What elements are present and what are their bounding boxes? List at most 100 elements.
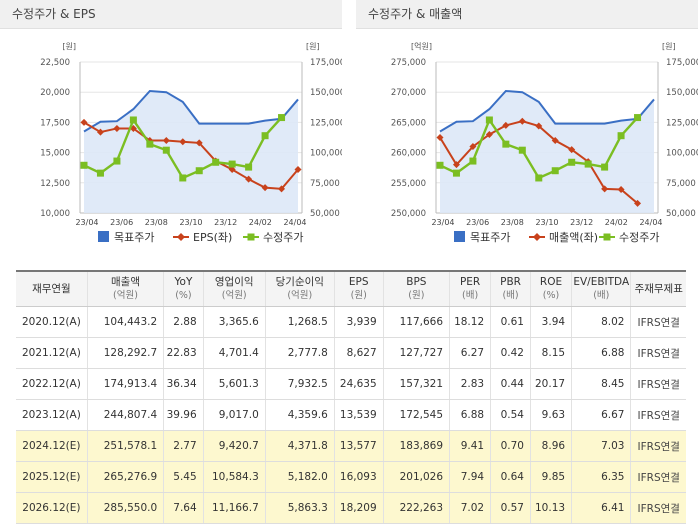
table-cell: IFRS연결 (630, 430, 686, 462)
x-tick-label: 23/12 (570, 218, 593, 227)
left-series-point (278, 185, 286, 193)
column-header-label: 재무연월 (32, 282, 71, 295)
x-tick-label: 23/12 (214, 218, 237, 227)
table-cell: 0.44 (490, 368, 531, 400)
left-series-point (518, 117, 526, 125)
column-header-unit: (%) (175, 290, 192, 301)
table-cell: 2020.12(A) (16, 306, 88, 338)
price-point (261, 132, 269, 140)
table-cell: 3,365.6 (202, 306, 266, 338)
x-tick-label: 23/06 (110, 218, 133, 227)
x-tick-label: 24/02 (605, 218, 628, 227)
table-cell: 5.45 (163, 461, 204, 493)
legend-swatch-target (454, 231, 465, 242)
column-header-label: 당기순이익 (275, 276, 324, 288)
table-cell: 183,869 (382, 430, 450, 462)
chart-title: 수정주가 & 매출액 (356, 0, 698, 29)
legend-swatch-target (98, 231, 109, 242)
table-cell: 18,209 (333, 492, 384, 524)
chart-eps: [원] [원] 22,500 20,000 17,500 15,000 12,500 10,0… (40, 42, 342, 244)
table-cell: 2025.12(E) (16, 461, 88, 493)
legend-label: 목표주가 (470, 231, 510, 244)
table-cell: 2026.12(E) (16, 492, 88, 524)
target-price-area (84, 90, 298, 213)
right-tick-label: 75,000 (310, 179, 340, 189)
price-point (568, 158, 576, 166)
table-cell: 0.57 (490, 492, 531, 524)
price-point (195, 167, 203, 175)
column-header: PER (배) (449, 270, 491, 307)
column-header-unit: (억원) (221, 290, 247, 301)
table-cell: 201,026 (382, 461, 450, 493)
table-cell: 128,292.7 (86, 337, 164, 369)
table-cell: 13,577 (333, 430, 384, 462)
table-cell: 2.88 (163, 306, 204, 338)
column-header-unit: (%) (542, 290, 560, 301)
table-cell: 251,578.1 (86, 430, 164, 462)
target-price-area (440, 90, 654, 213)
table-cell: 24,635 (333, 368, 384, 400)
table-cell: 8.45 (571, 368, 631, 400)
table-cell: 9,017.0 (202, 399, 266, 431)
column-header: EV/EBITDA (배) (571, 270, 631, 307)
legend-label: 목표주가 (114, 231, 154, 244)
table-row: 2021.12(A) 128,292.7 22.83 4,701.4 2,777.8 8,… (16, 337, 686, 369)
price-point (584, 160, 592, 168)
right-axis-unit: [원] (306, 42, 320, 51)
target-price-line (83, 89, 299, 133)
column-header: 당기순이익 (억원) (264, 270, 335, 307)
left-tick-label: 20,000 (40, 88, 70, 98)
price-point (617, 132, 625, 140)
table-cell: 172,545 (382, 399, 450, 431)
table-cell: 174,913.4 (86, 368, 164, 400)
table-cell: 8.15 (529, 337, 572, 369)
legend-marker-left (533, 233, 541, 241)
table-cell: 4,701.4 (202, 337, 266, 369)
left-series-point (228, 166, 236, 174)
column-header-label: ROE (539, 276, 563, 288)
right-tick-label: 175,000 (310, 58, 342, 68)
price-point (228, 160, 236, 168)
column-header: PBR (배) (490, 270, 531, 307)
target-price-line (439, 89, 655, 133)
table-cell: 5,863.3 (264, 492, 335, 524)
column-header-unit: (배) (593, 290, 610, 301)
table-cell: 39.96 (163, 399, 204, 431)
x-tick-label: 23/08 (145, 218, 168, 227)
left-tick-label: 275,000 (391, 58, 426, 68)
table-cell: 5,601.3 (202, 368, 266, 400)
table-cell: 222,263 (382, 492, 450, 524)
table-cell: 6.35 (571, 461, 631, 493)
x-tick-label: 23/10 (535, 218, 558, 227)
left-series-point (436, 134, 444, 141)
table-row: 2020.12(A) 104,443.2 2.88 3,365.6 1,268.5 3,9… (16, 306, 686, 338)
right-tick-label: 100,000 (666, 149, 698, 159)
price-point (278, 114, 286, 122)
right-tick-label: 75,000 (666, 179, 696, 189)
price-point (485, 116, 493, 124)
table-cell: 157,321 (382, 368, 450, 400)
table-cell: 7.02 (449, 492, 491, 524)
price-point (212, 158, 220, 166)
column-header: 매출액 (억원) (86, 270, 164, 307)
right-axis-unit: [원] (662, 42, 676, 51)
x-tick-label: 23/08 (501, 218, 524, 227)
left-series-point (452, 161, 460, 169)
table-row: 2024.12(E) 251,578.1 2.77 9,420.7 4,371.8 13,… (16, 430, 686, 462)
table-cell: 2.83 (449, 368, 491, 400)
right-tick-label: 150,000 (310, 88, 342, 98)
table-cell: 8.96 (529, 430, 572, 462)
left-tick-label: 10,000 (40, 209, 70, 219)
left-series-point (179, 138, 187, 146)
legend-marker-price (603, 233, 611, 241)
legend-marker-price (247, 233, 255, 241)
price-point (113, 157, 121, 165)
column-header: EPS (원) (333, 270, 384, 307)
table-cell: IFRS연결 (630, 399, 686, 431)
left-series-point (195, 139, 203, 147)
right-tick-label: 125,000 (310, 118, 342, 128)
table-cell: 16,093 (333, 461, 384, 493)
price-point (436, 161, 444, 169)
column-header-unit: (억원) (113, 290, 138, 301)
left-series-point (162, 137, 170, 145)
